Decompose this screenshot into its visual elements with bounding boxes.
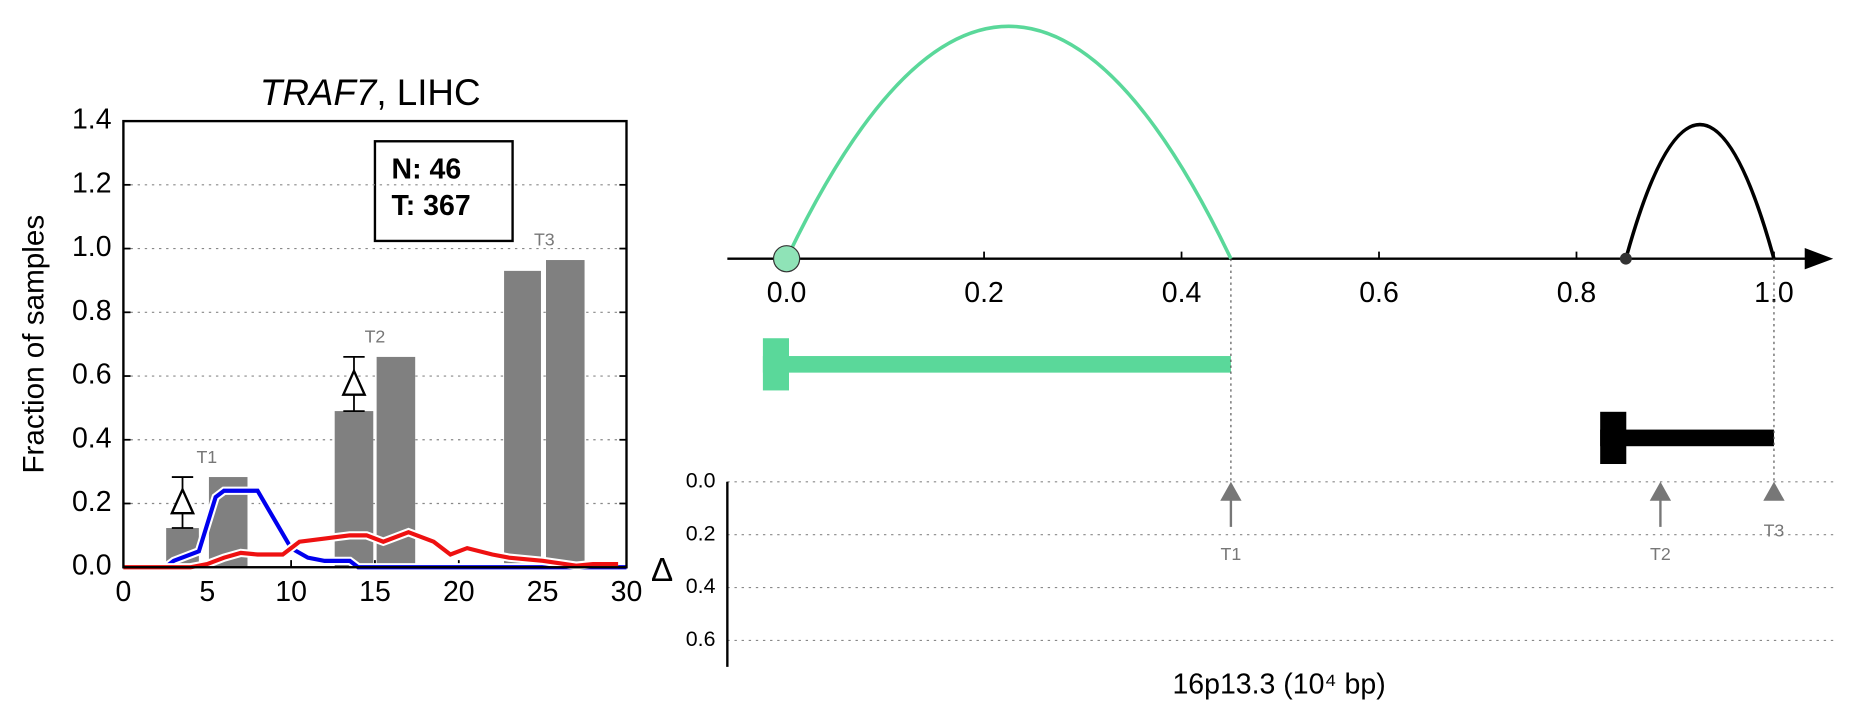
y-axis-label: Fraction of samples xyxy=(17,215,50,474)
x-tick-label: 10 xyxy=(275,576,307,608)
y-tick-label: 0.4 xyxy=(72,422,112,454)
marker xyxy=(1649,481,1672,501)
marker xyxy=(1763,481,1785,501)
x-axis-arrow xyxy=(1804,248,1834,270)
title-rest: , LIHC xyxy=(376,72,480,113)
y-tick-label: 0.6 xyxy=(686,627,716,651)
plot-frame xyxy=(122,119,628,569)
marker-label: T3 xyxy=(1764,520,1785,540)
x-tick-label: 0.8 xyxy=(1557,277,1597,309)
line xyxy=(123,529,619,570)
line xyxy=(123,488,627,570)
bar-group-label: T2 xyxy=(365,327,386,347)
y-tick-label: 1.2 xyxy=(72,167,112,199)
y-tick-label: 0.0 xyxy=(72,550,112,582)
x-tick-label: 0 xyxy=(115,576,131,608)
x-tick-label: 25 xyxy=(527,576,559,608)
x-tick-label: 30 xyxy=(611,576,643,608)
y-tick-label: 0.2 xyxy=(72,486,112,518)
bar xyxy=(545,260,585,568)
marker-label: T1 xyxy=(1221,544,1242,564)
arc xyxy=(1624,123,1776,260)
x-tick-label: 20 xyxy=(443,576,475,608)
y-tick-label: 0.4 xyxy=(686,574,716,598)
bar-group-label: T1 xyxy=(196,447,217,467)
x-tick-label: 1.0 xyxy=(1754,277,1794,309)
segment xyxy=(762,356,1231,373)
chart-title: TRAF7, LIHC xyxy=(260,72,481,113)
x-axis-label: 16p13.3 (10⁴ bp) xyxy=(1172,668,1385,700)
x-tick-label: 0.4 xyxy=(1162,277,1202,309)
x-tick-label: 5 xyxy=(199,576,215,608)
marker-label: T2 xyxy=(1650,544,1671,564)
delta-marker xyxy=(341,368,367,396)
marker xyxy=(1220,481,1242,501)
y-axis-label: Δ xyxy=(651,552,673,589)
x-tick-label: 0.6 xyxy=(1359,277,1399,309)
segment xyxy=(1600,429,1774,447)
delta-marker xyxy=(169,486,196,515)
y-tick-label: 0.2 xyxy=(686,521,716,545)
y-tick-label: 0.8 xyxy=(72,295,112,327)
y-tick-label: 1.4 xyxy=(72,104,112,136)
y-tick-label: 1.0 xyxy=(72,231,112,263)
annotation: T: 367 xyxy=(392,190,471,222)
bar-group-label: T3 xyxy=(534,230,555,250)
x-tick-label: 0.0 xyxy=(767,277,807,309)
arc xyxy=(784,24,1233,260)
bar xyxy=(504,270,541,568)
x-tick-label: 0.2 xyxy=(964,277,1004,309)
annotation: N: 46 xyxy=(392,153,462,185)
title-gene: TRAF7 xyxy=(260,72,378,113)
y-tick-label: 0.0 xyxy=(686,468,716,492)
arc-start xyxy=(772,245,801,273)
x-tick-label: 15 xyxy=(359,576,391,608)
arc-start xyxy=(1619,252,1632,265)
bar xyxy=(334,411,374,568)
annotation-box xyxy=(373,140,514,243)
y-tick-label: 0.6 xyxy=(72,359,112,391)
